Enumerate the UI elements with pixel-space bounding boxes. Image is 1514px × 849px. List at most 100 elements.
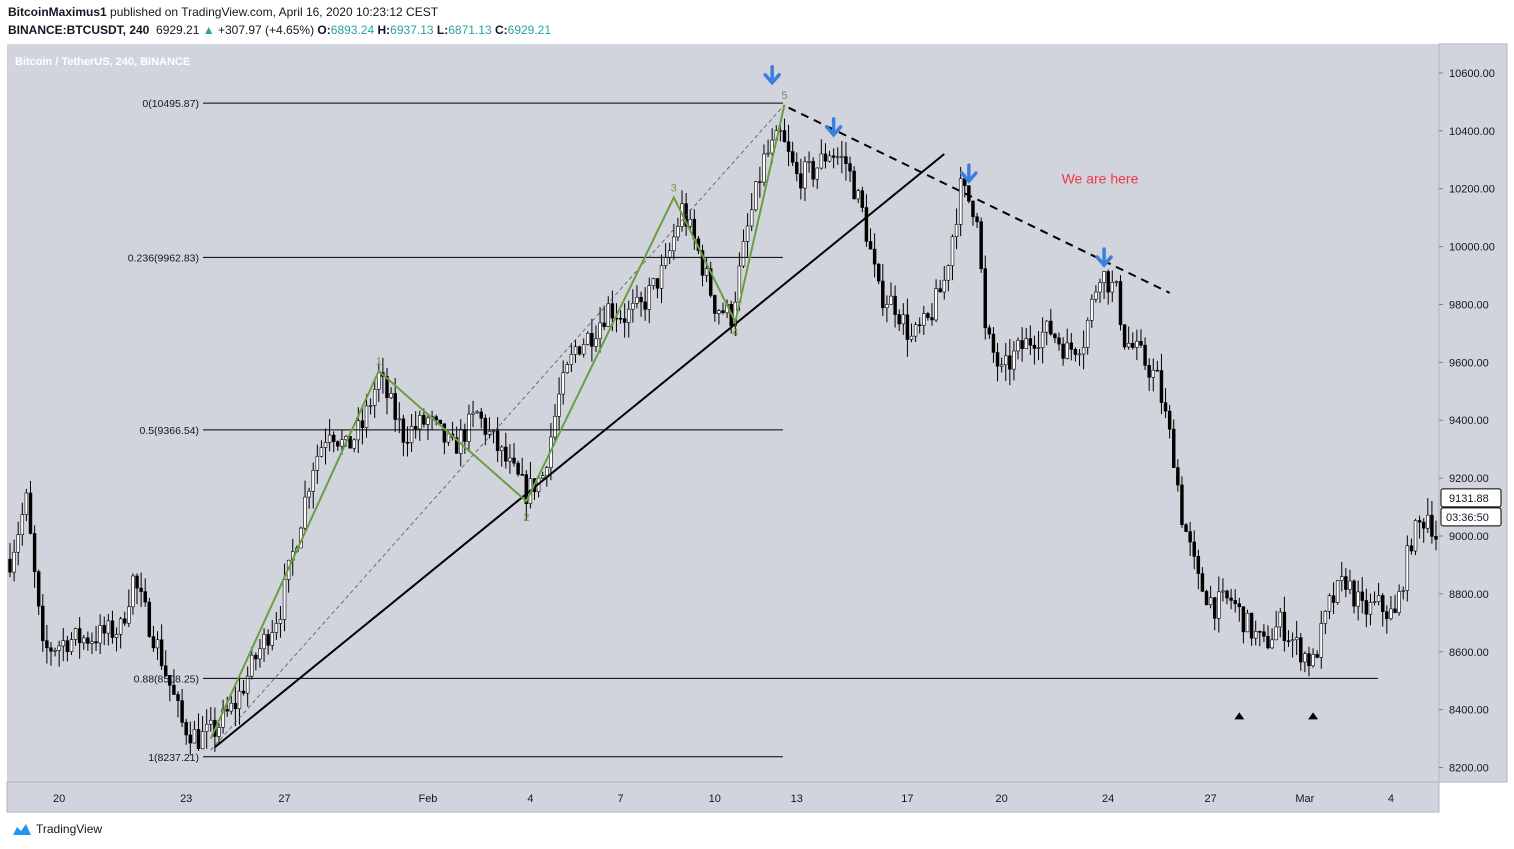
- candle-body: [1176, 467, 1180, 486]
- candle-body: [1278, 611, 1283, 628]
- candle-body: [463, 429, 467, 442]
- overlays-layer: 0(10495.87) 0.236(9962.83) 0.5(9366.54) 0.8…: [128, 64, 1378, 764]
- candle-body: [1139, 341, 1143, 346]
- candle-body: [36, 571, 41, 607]
- change-value: +307.97 (+4.65%): [218, 23, 315, 37]
- candle-body: [241, 690, 246, 694]
- candle-body: [1241, 606, 1246, 633]
- candle-body: [1376, 595, 1381, 602]
- fib-level-label: 0.5(9366.54): [139, 425, 199, 437]
- candle-body: [999, 364, 1004, 367]
- time-axis[interactable]: [6, 781, 1440, 813]
- candle-body: [1200, 573, 1205, 592]
- candle-body: [635, 296, 639, 304]
- candle-body: [876, 263, 881, 282]
- low-label: L:: [436, 23, 449, 37]
- candle-body: [1085, 319, 1090, 348]
- candle-body: [618, 317, 623, 320]
- candle-body: [389, 393, 393, 399]
- y-tick-label: 8600.00: [1449, 647, 1489, 659]
- candle-body: [118, 618, 123, 635]
- last-price: 6929.21: [156, 23, 200, 37]
- candle-body: [516, 462, 520, 475]
- candle-body: [32, 533, 37, 573]
- candle-body: [545, 467, 549, 477]
- x-tick-label: 4: [1388, 793, 1394, 805]
- candle-body: [1217, 591, 1221, 619]
- candle-body: [1356, 591, 1360, 607]
- candle-body: [368, 405, 373, 407]
- candle-body: [1282, 611, 1287, 642]
- author-name[interactable]: BitcoinMaximus1: [8, 5, 107, 19]
- candle-body: [307, 490, 311, 498]
- candle-body: [426, 417, 430, 425]
- current-price-tag: [1440, 488, 1502, 508]
- candle-body: [836, 156, 840, 159]
- close-value: 6929.21: [507, 23, 552, 37]
- candle-body: [1360, 591, 1364, 601]
- candle-body: [1319, 623, 1323, 658]
- candle-body: [229, 702, 234, 712]
- candle-body: [1040, 331, 1045, 348]
- candle-body: [1126, 342, 1131, 348]
- x-tick-label: 20: [996, 793, 1008, 805]
- wave-label: 1: [376, 356, 382, 368]
- tradingview-footer[interactable]: TradingView: [8, 822, 102, 836]
- candle-body: [188, 734, 193, 744]
- candle-body: [1167, 410, 1172, 430]
- candle-body: [163, 665, 168, 676]
- open-label: O:: [317, 23, 331, 37]
- candle-body: [676, 226, 680, 238]
- candle-body: [65, 640, 70, 652]
- candle-body: [200, 731, 205, 750]
- candle-body: [762, 153, 766, 183]
- candle-body: [905, 314, 910, 340]
- candle-body: [540, 475, 545, 479]
- candle-body: [1208, 597, 1213, 606]
- candles-layer: [8, 118, 1438, 756]
- plot-area[interactable]: [7, 44, 1439, 782]
- price-axis[interactable]: [1438, 43, 1508, 783]
- candle-body: [1028, 338, 1033, 346]
- up-triangle-icon: [1308, 712, 1319, 720]
- current-price-box: 9131.88 03:36:50: [1440, 488, 1502, 527]
- candle-body: [1131, 342, 1135, 348]
- candle-body: [327, 434, 332, 443]
- candle-body: [1044, 320, 1049, 333]
- candle-body: [594, 338, 598, 347]
- candle-body: [454, 437, 459, 454]
- candle-body: [1073, 349, 1078, 355]
- candle-body: [1049, 320, 1053, 335]
- candle-body: [819, 153, 824, 169]
- candle-body: [586, 333, 590, 345]
- candle-body: [303, 496, 307, 529]
- candle-body: [1274, 626, 1278, 641]
- candle-body: [1098, 282, 1102, 293]
- candle-body: [1053, 333, 1057, 339]
- candle-body: [909, 335, 914, 340]
- y-tick-label: 9800.00: [1449, 299, 1489, 311]
- x-tick-label: 23: [180, 793, 192, 805]
- candle-body: [155, 639, 160, 649]
- published-text: published on TradingView.com, April 16, …: [110, 5, 439, 19]
- candle-body: [311, 470, 315, 492]
- candle-body: [1180, 484, 1184, 526]
- candle-body: [831, 155, 836, 158]
- fib-level-label: 1(8237.21): [148, 752, 199, 764]
- candle-body: [1077, 353, 1082, 356]
- candle-body: [803, 161, 807, 189]
- candle-body: [1090, 298, 1094, 321]
- candle-body: [856, 190, 860, 200]
- candle-body: [1372, 601, 1377, 603]
- candle-body: [1069, 342, 1074, 350]
- elliott-wave-path: [209, 104, 786, 740]
- candle-body: [1016, 340, 1020, 352]
- candle-body: [1430, 514, 1434, 537]
- y-tick-label: 9000.00: [1449, 531, 1489, 543]
- x-tick-label: 7: [617, 793, 623, 805]
- candle-body: [827, 155, 832, 162]
- candle-body: [385, 376, 389, 399]
- candle-body: [893, 295, 897, 315]
- candle-body: [1249, 612, 1254, 639]
